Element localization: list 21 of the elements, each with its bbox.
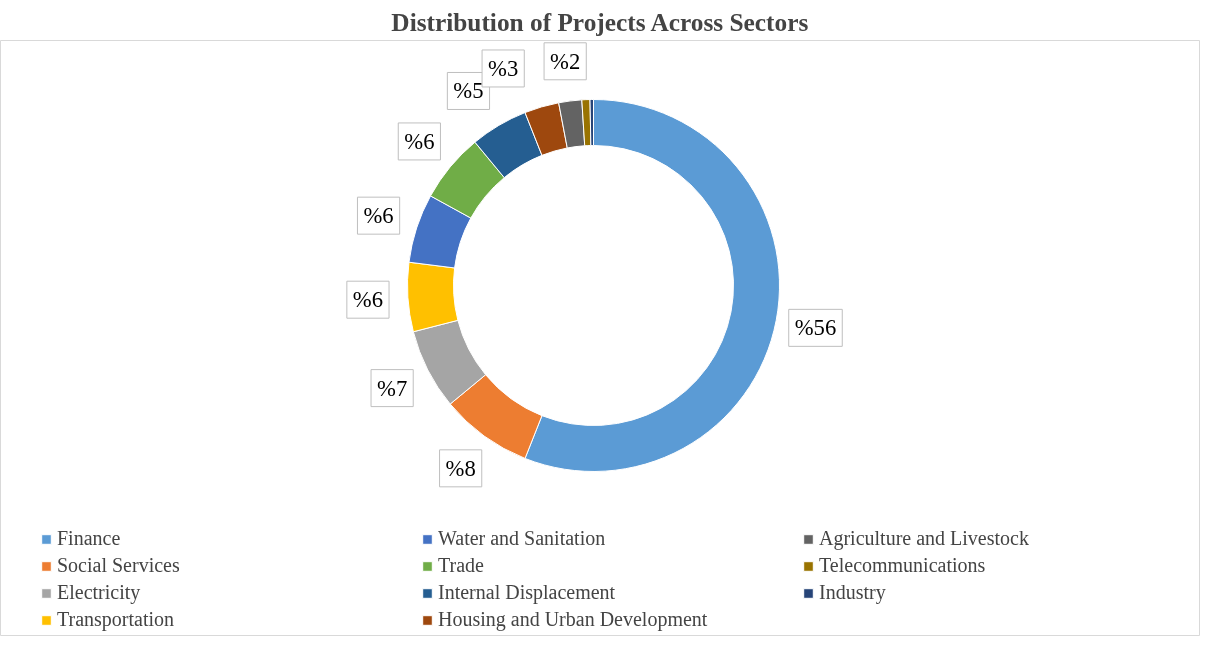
legend-label: Housing and Urban Development [438,608,709,631]
data-label: %7 [377,375,408,401]
data-label: %8 [445,455,476,481]
legend-label: Trade [438,554,485,577]
data-label: %5 [453,78,484,104]
data-label: %2 [550,48,581,74]
legend-label: Water and Sanitation [438,527,607,550]
data-label: %6 [404,128,435,154]
legend-label: Agriculture and Livestock [819,527,1030,550]
legend-label: Transportation [57,608,176,631]
legend-label: Internal Displacement [438,581,617,604]
legend-label: Electricity [57,581,142,604]
chart-title: Distribution of Projects Across Sectors [391,7,809,36]
data-label: %56 [794,315,837,341]
data-label: %3 [488,55,519,81]
legend-label: Finance [57,527,122,550]
legend-label: Industry [819,581,887,604]
legend-label: Telecommunications [819,554,987,577]
data-label: %6 [363,203,394,229]
legend-label: Social Services [57,554,181,577]
data-label: %6 [352,287,384,313]
